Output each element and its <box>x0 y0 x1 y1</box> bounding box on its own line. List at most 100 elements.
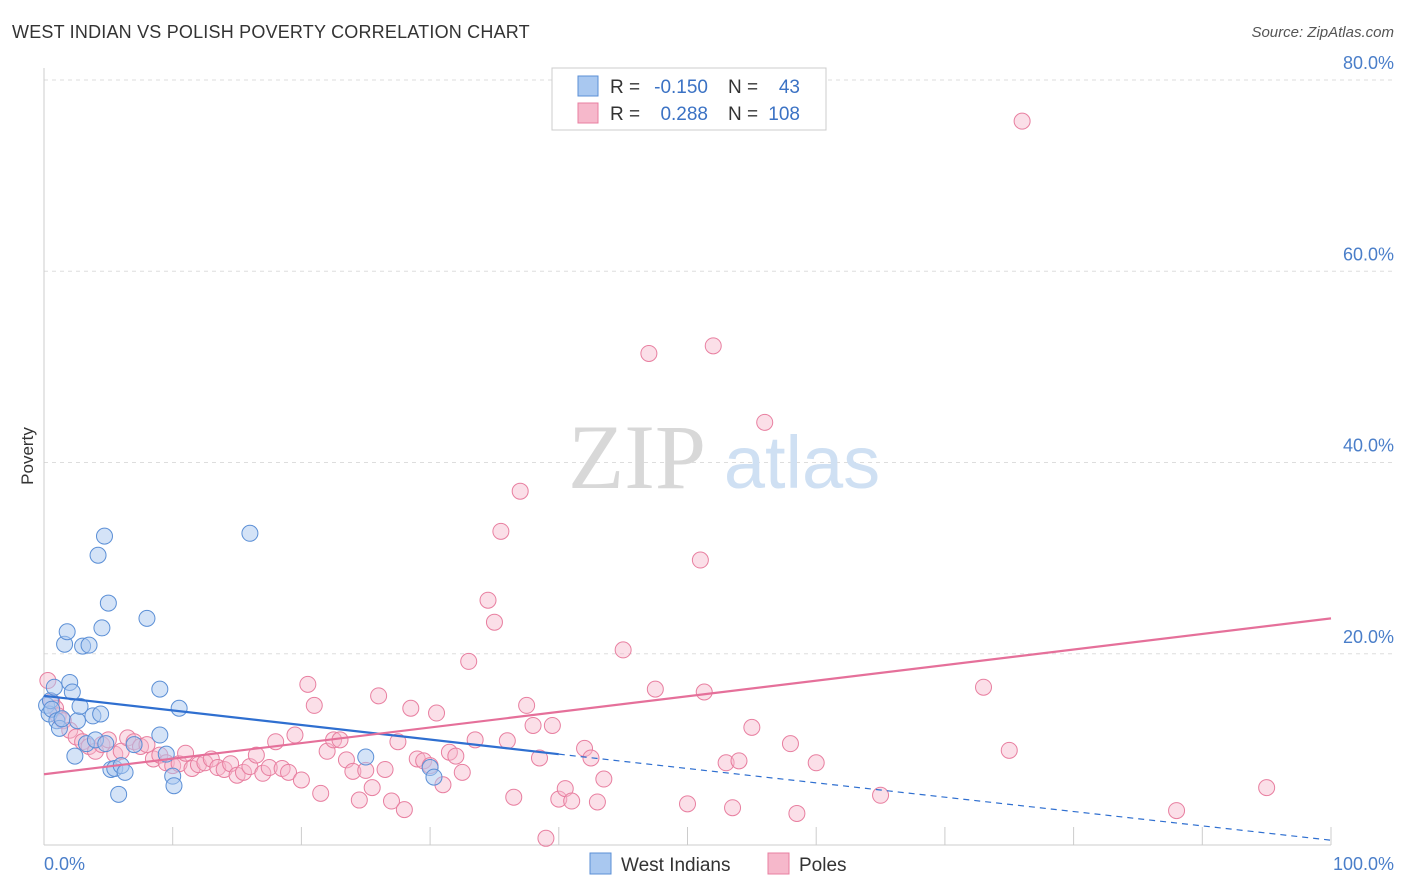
poles-point-28 <box>209 759 227 777</box>
west-indians-point-12 <box>66 747 84 765</box>
trend-lines <box>43 617 1332 841</box>
poles-trend-line <box>43 617 1332 776</box>
poles-point-78 <box>537 829 555 847</box>
poles-point-107 <box>872 786 890 804</box>
poles-point-88 <box>640 344 658 362</box>
west-indians-point-30 <box>116 763 134 781</box>
poles-point-43 <box>305 696 323 714</box>
poles-point-91 <box>691 551 709 569</box>
poles-point-50 <box>350 791 368 809</box>
west-indians-trend-line <box>43 694 559 756</box>
bottom-legend-swatch-west-indians <box>589 852 612 875</box>
bottom-legend-label-west-indians: West Indians <box>621 855 730 876</box>
legend-n-label-2: N = <box>728 104 758 125</box>
poles-point-66 <box>453 763 471 781</box>
west-indians-point-28 <box>110 785 128 803</box>
poles-point-40 <box>286 726 304 744</box>
west-indians-point-42 <box>357 748 375 766</box>
poles-point-82 <box>563 792 581 810</box>
poles-point-97 <box>743 718 761 736</box>
watermark: ZIP atlas <box>568 406 880 508</box>
poles-point-32 <box>234 763 252 781</box>
poles-point-41 <box>292 771 310 789</box>
west-indians-point-41 <box>425 768 443 786</box>
poles-point-85 <box>588 793 606 811</box>
west-indians-point-37 <box>165 777 183 795</box>
poles-point-42 <box>299 675 317 693</box>
poles-point-95 <box>724 799 742 817</box>
poles-point-106 <box>1258 779 1276 797</box>
y-tick-label-80: 80.0% <box>1343 53 1394 73</box>
bottom-legend-label-poles: Poles <box>799 855 847 876</box>
west-indians-points <box>38 524 443 803</box>
west-indians-point-20 <box>89 546 107 564</box>
poles-point-57 <box>395 801 413 819</box>
poles-point-105 <box>975 678 993 696</box>
poles-point-58 <box>402 699 420 717</box>
poles-point-99 <box>781 735 799 753</box>
y-tick-label-60: 60.0% <box>1343 244 1394 264</box>
west-indians-point-4 <box>45 678 63 696</box>
y-tick-label-20: 20.0% <box>1343 627 1394 647</box>
legend-swatch-west-indians <box>577 75 599 97</box>
watermark-zip: ZIP <box>568 406 706 508</box>
correlation-legend: R = -0.150 N = 43 R = 0.288 N = 108 <box>551 67 827 131</box>
west-indians-point-14 <box>71 697 89 715</box>
legend-swatch-poles <box>577 102 599 124</box>
west-indians-trend-extension <box>558 753 1332 841</box>
west-indians-point-34 <box>151 680 169 698</box>
west-indians-point-39 <box>241 524 259 542</box>
x-tick-label-max: 100.0% <box>1333 854 1394 874</box>
west-indians-point-25 <box>99 594 117 612</box>
poles-point-100 <box>788 804 806 822</box>
poles-point-102 <box>1000 741 1018 759</box>
watermark-atlas: atlas <box>724 421 880 504</box>
west-indians-point-21 <box>92 705 110 723</box>
poles-point-79 <box>543 716 561 734</box>
poles-point-101 <box>807 754 825 772</box>
poles-point-39 <box>280 763 298 781</box>
west-indians-point-13 <box>68 712 86 730</box>
poles-point-75 <box>518 696 536 714</box>
poles-point-104 <box>1168 802 1186 820</box>
series-legend: West Indians Poles <box>589 852 847 876</box>
poles-point-93 <box>704 337 722 355</box>
poles-point-86 <box>595 770 613 788</box>
west-indians-point-31 <box>125 736 143 754</box>
poles-point-54 <box>376 760 394 778</box>
poles-point-62 <box>428 704 446 722</box>
west-indians-point-33 <box>151 726 169 744</box>
poles-point-52 <box>363 779 381 797</box>
y-tick-labels: 20.0% 40.0% 60.0% 80.0% <box>1343 53 1394 647</box>
poles-point-67 <box>460 652 478 670</box>
poles-point-55 <box>382 792 400 810</box>
x-tick-labels: 0.0% 100.0% <box>44 854 1394 874</box>
legend-r-value-west-indians: -0.150 <box>654 77 708 98</box>
poles-point-77 <box>530 749 548 767</box>
legend-n-label-1: N = <box>728 77 758 98</box>
poles-point-71 <box>492 522 510 540</box>
legend-n-value-west-indians: 43 <box>779 77 800 98</box>
west-indians-point-9 <box>58 623 76 641</box>
poles-point-96 <box>730 752 748 770</box>
poles-point-83 <box>576 739 594 757</box>
y-axis-label: Poverty <box>18 427 37 485</box>
west-indians-point-24 <box>97 735 115 753</box>
poles-point-103 <box>1013 112 1031 130</box>
poles-point-98 <box>756 413 774 431</box>
legend-r-label-2: R = <box>610 104 640 125</box>
poles-point-87 <box>614 641 632 659</box>
poles-point-34 <box>247 746 265 764</box>
west-indians-point-23 <box>95 527 113 545</box>
poles-point-84 <box>582 749 600 767</box>
poles-point-36 <box>260 759 278 777</box>
poles-point-89 <box>646 680 664 698</box>
poles-point-70 <box>485 613 503 631</box>
y-tick-label-40: 40.0% <box>1343 436 1394 456</box>
source-credit: Source: ZipAtlas.com <box>1251 24 1394 41</box>
west-indians-point-32 <box>138 609 156 627</box>
poles-point-94 <box>717 754 735 772</box>
bottom-legend-swatch-poles <box>767 852 790 875</box>
chart-title: WEST INDIAN VS POLISH POVERTY CORRELATIO… <box>12 22 530 42</box>
